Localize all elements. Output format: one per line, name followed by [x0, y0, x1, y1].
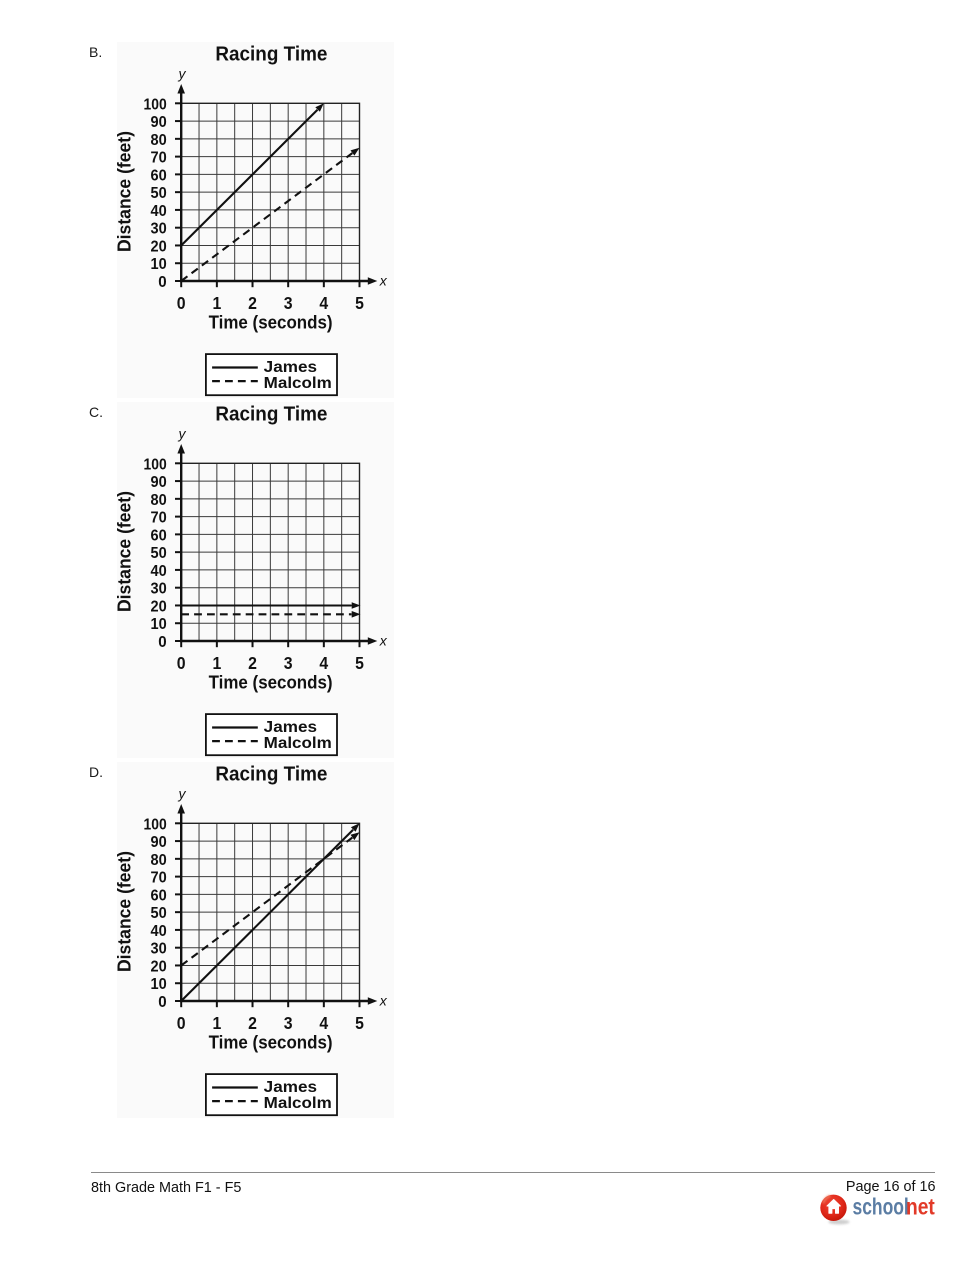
svg-text:y: y — [178, 66, 187, 82]
svg-text:90: 90 — [151, 834, 167, 851]
svg-text:Distance (feet): Distance (feet) — [117, 491, 135, 612]
svg-text:James: James — [264, 359, 317, 376]
svg-text:10: 10 — [151, 616, 167, 633]
svg-text:x: x — [379, 273, 388, 289]
svg-text:3: 3 — [284, 653, 293, 673]
svg-text:30: 30 — [151, 221, 167, 238]
svg-text:0: 0 — [158, 634, 166, 651]
svg-text:James: James — [264, 719, 317, 736]
svg-text:30: 30 — [151, 581, 167, 598]
svg-text:Malcolm: Malcolm — [264, 735, 332, 752]
svg-text:90: 90 — [151, 114, 167, 131]
svg-text:80: 80 — [151, 132, 167, 149]
svg-text:40: 40 — [151, 563, 167, 580]
svg-text:50: 50 — [151, 905, 167, 922]
svg-text:Malcolm: Malcolm — [264, 1095, 332, 1112]
svg-text:3: 3 — [284, 293, 293, 313]
svg-text:James: James — [264, 1079, 317, 1096]
svg-text:0: 0 — [177, 293, 186, 313]
svg-text:70: 70 — [151, 150, 167, 167]
svg-text:1: 1 — [213, 293, 222, 313]
svg-text:10: 10 — [151, 976, 167, 993]
svg-text:50: 50 — [151, 545, 167, 562]
svg-text:80: 80 — [151, 492, 167, 509]
svg-text:20: 20 — [151, 239, 167, 256]
svg-text:80: 80 — [151, 852, 167, 869]
svg-text:Racing Time: Racing Time — [215, 44, 327, 66]
svg-text:x: x — [379, 633, 388, 649]
svg-text:30: 30 — [151, 941, 167, 958]
svg-text:x: x — [379, 993, 388, 1009]
svg-text:0: 0 — [158, 274, 166, 291]
svg-text:school: school — [853, 1195, 909, 1220]
svg-text:40: 40 — [151, 203, 167, 220]
svg-text:100: 100 — [144, 816, 167, 833]
svg-text:Time (seconds): Time (seconds) — [209, 673, 333, 693]
svg-text:0: 0 — [177, 1013, 186, 1033]
svg-text:2: 2 — [248, 1013, 257, 1033]
svg-text:5: 5 — [355, 653, 364, 673]
svg-text:4: 4 — [319, 653, 328, 673]
svg-text:Malcolm: Malcolm — [264, 375, 332, 392]
svg-text:3: 3 — [284, 1013, 293, 1033]
svg-text:70: 70 — [151, 870, 167, 887]
svg-text:0: 0 — [177, 653, 186, 673]
svg-text:90: 90 — [151, 474, 167, 491]
svg-text:50: 50 — [151, 185, 167, 202]
svg-text:y: y — [178, 786, 187, 802]
svg-text:5: 5 — [355, 293, 364, 313]
svg-text:20: 20 — [151, 599, 167, 616]
svg-text:1: 1 — [213, 1013, 222, 1033]
svg-text:Time (seconds): Time (seconds) — [209, 313, 333, 333]
svg-text:60: 60 — [151, 527, 167, 544]
svg-text:70: 70 — [151, 510, 167, 527]
svg-text:5: 5 — [355, 1013, 364, 1033]
svg-text:60: 60 — [151, 167, 167, 184]
svg-text:4: 4 — [319, 293, 328, 313]
svg-text:100: 100 — [144, 96, 167, 113]
svg-text:Distance (feet): Distance (feet) — [117, 131, 135, 252]
svg-text:60: 60 — [151, 887, 167, 904]
svg-text:20: 20 — [151, 959, 167, 976]
svg-text:y: y — [178, 426, 187, 442]
svg-text:2: 2 — [248, 653, 257, 673]
svg-text:2: 2 — [248, 293, 257, 313]
svg-text:4: 4 — [319, 1013, 328, 1033]
svg-text:100: 100 — [144, 456, 167, 473]
svg-text:Time (seconds): Time (seconds) — [209, 1033, 333, 1053]
svg-text:Racing Time: Racing Time — [215, 404, 327, 426]
svg-text:40: 40 — [151, 923, 167, 940]
svg-text:net: net — [906, 1195, 935, 1220]
svg-text:1: 1 — [213, 653, 222, 673]
svg-text:10: 10 — [151, 256, 167, 273]
svg-text:Distance (feet): Distance (feet) — [117, 851, 135, 972]
svg-text:0: 0 — [158, 994, 166, 1011]
svg-text:Racing Time: Racing Time — [215, 764, 327, 786]
